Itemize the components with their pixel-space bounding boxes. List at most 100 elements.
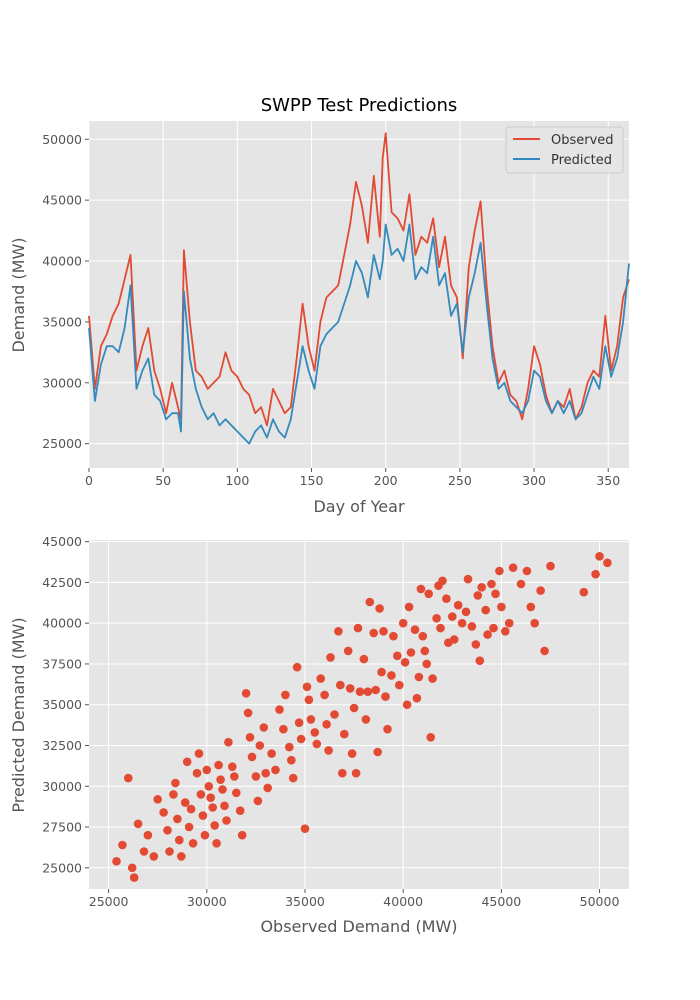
line-chart-y-tick-label: 45000 bbox=[42, 193, 82, 208]
scatter-point bbox=[296, 734, 306, 744]
scatter-point bbox=[173, 814, 182, 824]
scatter-point bbox=[467, 622, 477, 631]
scatter-point bbox=[237, 830, 247, 840]
scatter-point bbox=[491, 589, 500, 599]
scatter-point bbox=[398, 618, 408, 628]
scatter-point bbox=[522, 566, 532, 576]
scatter-point bbox=[177, 852, 186, 861]
scatter-chart-y-ticks: 25000 27500 30000 32500 35000 37500 40000 42500… bbox=[42, 534, 89, 875]
scatter-point bbox=[365, 597, 375, 607]
scatter-point bbox=[475, 656, 485, 665]
scatter-point bbox=[371, 685, 381, 695]
scatter-point bbox=[175, 835, 184, 845]
scatter-point bbox=[210, 821, 219, 830]
line-chart-x-tick-label: 250 bbox=[448, 473, 472, 488]
scatter-point bbox=[546, 561, 555, 571]
scatter-point bbox=[218, 785, 227, 794]
scatter-chart-y-tick-label: 32500 bbox=[42, 738, 82, 753]
scatter-chart-x-tick-label: 25000 bbox=[89, 894, 129, 909]
line-chart-x-tick-label: 350 bbox=[596, 473, 620, 488]
scatter-chart-y-tick-label: 40000 bbox=[42, 616, 82, 631]
scatter-point bbox=[230, 772, 239, 781]
scatter-chart-x-tick-label: 50000 bbox=[580, 894, 620, 909]
scatter-point bbox=[438, 576, 447, 586]
scatter-chart-y-tick-label: 35000 bbox=[42, 697, 82, 712]
scatter-point bbox=[127, 863, 137, 873]
scatter-point bbox=[377, 667, 386, 677]
scatter-point bbox=[336, 680, 345, 690]
scatter-point bbox=[310, 728, 320, 737]
scatter-point bbox=[294, 718, 304, 727]
scatter-point bbox=[255, 741, 265, 750]
scatter-point bbox=[253, 796, 263, 806]
scatter-point bbox=[206, 793, 215, 802]
scatter-chart-points bbox=[112, 552, 612, 882]
scatter-point bbox=[312, 739, 322, 749]
scatter-point bbox=[171, 778, 180, 788]
scatter-point bbox=[271, 765, 280, 775]
scatter-chart-y-tick-label: 27500 bbox=[42, 820, 82, 835]
scatter-point bbox=[139, 847, 149, 856]
scatter-point bbox=[247, 752, 257, 762]
scatter-point bbox=[473, 591, 483, 600]
line-chart-x-tick-label: 50 bbox=[155, 473, 171, 488]
scatter-point bbox=[497, 602, 506, 612]
scatter-point bbox=[603, 558, 612, 568]
line-chart-x-ticks: 0 50 100 150 200 250 300 350 bbox=[85, 468, 620, 488]
scatter-point bbox=[202, 765, 212, 775]
scatter-point bbox=[288, 773, 298, 783]
scatter-point bbox=[243, 708, 253, 718]
scatter-point bbox=[281, 690, 290, 700]
scatter-point bbox=[375, 604, 384, 613]
scatter-point bbox=[222, 816, 231, 825]
line-chart: 0 50 100 150 200 250 300 350 25000 30000 35000 400… bbox=[9, 95, 630, 516]
scatter-point bbox=[343, 646, 353, 656]
scatter-point bbox=[489, 623, 498, 633]
scatter-point bbox=[428, 674, 437, 683]
scatter-point bbox=[149, 852, 159, 861]
line-chart-x-tick-label: 150 bbox=[300, 473, 324, 488]
scatter-point bbox=[220, 801, 229, 811]
scatter-point bbox=[118, 840, 127, 850]
scatter-point bbox=[194, 749, 204, 758]
scatter-point bbox=[410, 625, 420, 634]
scatter-point bbox=[198, 811, 208, 820]
scatter-point bbox=[481, 605, 491, 615]
scatter-point bbox=[285, 742, 294, 752]
scatter-point bbox=[261, 768, 271, 778]
scatter-point bbox=[420, 646, 430, 656]
scatter-point bbox=[267, 749, 276, 758]
scatter-point bbox=[214, 760, 223, 770]
scatter-point bbox=[275, 705, 284, 714]
scatter-point bbox=[169, 790, 178, 799]
scatter-point bbox=[463, 574, 473, 584]
scatter-point bbox=[235, 806, 245, 815]
scatter-point bbox=[180, 798, 190, 807]
scatter-point bbox=[153, 795, 162, 804]
scatter-point bbox=[526, 602, 536, 612]
line-chart-x-axis-label: Day of Year bbox=[313, 497, 404, 516]
scatter-point bbox=[432, 614, 441, 623]
scatter-point bbox=[416, 584, 426, 594]
scatter-point bbox=[192, 768, 202, 778]
scatter-point bbox=[182, 757, 192, 767]
scatter-point bbox=[461, 607, 471, 617]
line-chart-y-tick-label: 30000 bbox=[42, 375, 82, 390]
scatter-chart-x-axis-label: Observed Demand (MW) bbox=[260, 917, 457, 936]
scatter-point bbox=[579, 587, 589, 597]
scatter-point bbox=[204, 782, 214, 791]
scatter-point bbox=[200, 830, 210, 840]
scatter-chart-x-ticks: 25000 30000 35000 40000 45000 50000 bbox=[89, 889, 620, 909]
scatter-point bbox=[536, 586, 545, 595]
scatter-point bbox=[320, 690, 329, 700]
scatter-point bbox=[504, 618, 514, 628]
scatter-point bbox=[340, 729, 349, 739]
scatter-point bbox=[165, 847, 174, 856]
scatter-point bbox=[143, 830, 153, 840]
scatter-point bbox=[159, 808, 168, 817]
line-chart-y-tick-label: 50000 bbox=[42, 132, 82, 147]
scatter-point bbox=[349, 703, 359, 713]
scatter-point bbox=[300, 824, 310, 833]
scatter-point bbox=[347, 749, 357, 758]
scatter-point bbox=[212, 839, 221, 848]
